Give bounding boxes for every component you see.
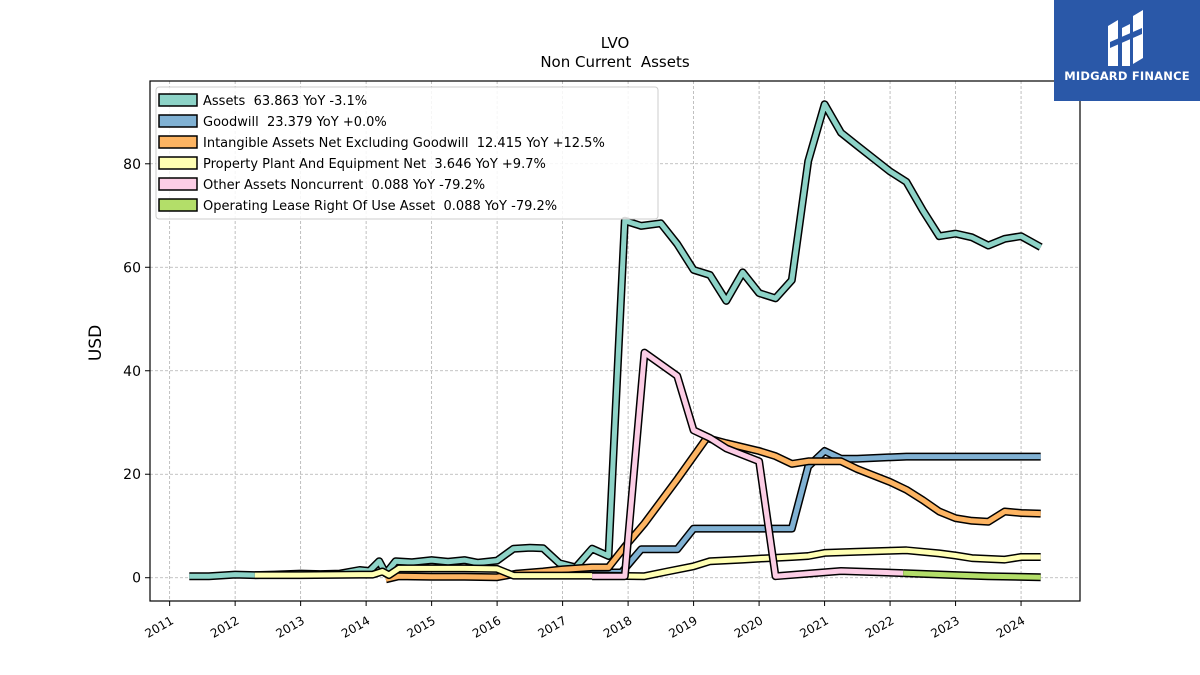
legend-entry: Assets 63.863 YoY -3.1%	[203, 94, 367, 109]
y-axis: 0 20 40 60 80	[123, 157, 150, 587]
chart-subtitle: Non Current Assets	[540, 53, 690, 71]
y-tick-label: 20	[123, 467, 141, 483]
series-line-5	[903, 569, 1041, 582]
legend-box	[155, 86, 659, 220]
logo-mark-icon	[1108, 10, 1143, 66]
y-tick-label: 0	[132, 571, 141, 587]
legend-swatch	[158, 114, 198, 128]
legend-swatch	[158, 93, 198, 107]
logo-text: MIDGARD FINANCE	[1064, 69, 1190, 83]
x-axis: 2011 2012 2013 2014 2015 2016 2017 2018 2019 2020…	[142, 601, 1027, 641]
series-stroke	[592, 350, 904, 579]
legend-swatch	[158, 135, 198, 149]
x-tick-label: 2018	[601, 613, 634, 640]
series-line-1	[556, 447, 1041, 577]
legend-entry: Intangible Assets Net Excluding Goodwill…	[203, 136, 605, 151]
legend-entry: Goodwill 23.379 YoY +0.0%	[203, 115, 387, 130]
legend-swatch	[158, 156, 198, 170]
series-stroke	[903, 570, 1041, 580]
legend-swatch	[158, 177, 198, 191]
chart-title: LVO	[601, 34, 630, 52]
x-tick-label: 2020	[732, 613, 765, 640]
x-tick-label: 2016	[470, 613, 503, 640]
series-line-3	[254, 546, 1041, 581]
y-tick-label: 80	[123, 157, 141, 173]
x-tick-label: 2021	[797, 613, 830, 640]
midgard-finance-logo: MIDGARD FINANCE	[1054, 0, 1200, 101]
plot-frame	[149, 80, 1081, 602]
series-stroke	[556, 448, 1041, 575]
series-stroke	[189, 101, 1042, 579]
x-tick-label: 2012	[208, 613, 241, 640]
x-tick-label: 2015	[404, 613, 437, 640]
x-tick-label: 2024	[994, 613, 1027, 640]
series-line-4	[592, 348, 904, 581]
x-tick-label: 2011	[142, 613, 175, 640]
legend-entry: Property Plant And Equipment Net 3.646 Y…	[203, 157, 546, 172]
legend-entry: Operating Lease Right Of Use Asset 0.088…	[203, 199, 557, 214]
y-tick-label: 60	[123, 260, 141, 276]
series-stroke	[254, 547, 1041, 579]
x-tick-label: 2023	[928, 613, 961, 640]
y-axis-label: USD	[86, 325, 106, 361]
x-tick-label: 2014	[339, 613, 372, 640]
x-tick-label: 2019	[666, 613, 699, 640]
series-line-0	[189, 100, 1043, 581]
x-tick-label: 2013	[273, 613, 306, 640]
x-tick-label: 2022	[863, 613, 896, 640]
legend: Assets 63.863 YoY -3.1% Goodwill 23.379 Y…	[155, 86, 659, 220]
series-layer	[189, 100, 1043, 584]
x-tick-label: 2017	[535, 613, 568, 640]
legend-entry: Other Assets Noncurrent 0.088 YoY -79.2%	[203, 178, 485, 193]
legend-swatch	[158, 198, 198, 212]
y-tick-label: 40	[123, 364, 141, 380]
